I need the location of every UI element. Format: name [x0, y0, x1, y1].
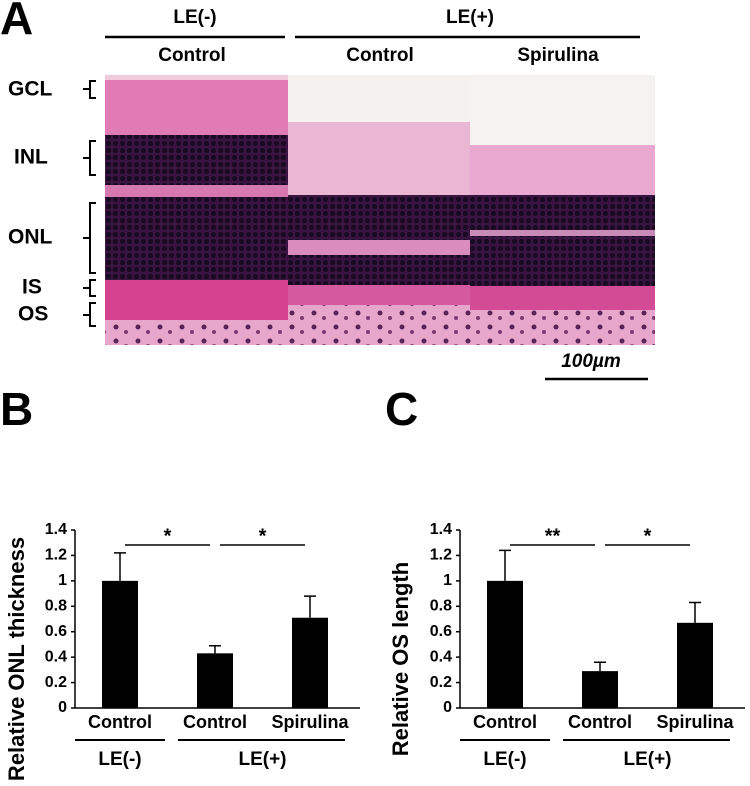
significance-label: *	[259, 525, 267, 547]
y-tick-label: 0.8	[430, 598, 452, 615]
error-bar	[594, 661, 606, 672]
y-tick-label: 1	[58, 572, 67, 589]
x-tick-label: Control	[568, 712, 632, 732]
bar	[197, 653, 233, 708]
layer-label: ONL	[8, 226, 53, 249]
y-tick-label: 0.6	[430, 623, 452, 640]
y-tick-label: 1	[443, 572, 452, 589]
error-bar	[209, 644, 221, 654]
group-label: LE(-)	[483, 749, 526, 770]
y-axis-label: Relative ONL thickness	[4, 537, 29, 781]
error-bar	[499, 549, 511, 581]
y-tick-label: 0.8	[45, 598, 67, 615]
layer-label: GCL	[8, 78, 53, 101]
x-tick-label: Control	[473, 712, 537, 732]
scale-bar-label: 100µm	[561, 351, 621, 372]
group-label: LE(+)	[446, 7, 494, 28]
group-label: LE(+)	[623, 749, 671, 770]
significance-label: *	[164, 525, 172, 547]
column-label: Spirulina	[517, 45, 599, 66]
x-tick-label: Control	[88, 712, 152, 732]
y-tick-label: 0.4	[45, 648, 67, 665]
group-label: LE(+)	[238, 749, 286, 770]
bar	[292, 617, 328, 708]
panel-letter: C	[385, 383, 418, 435]
y-tick-label: 1.2	[430, 547, 452, 564]
layer-brackets	[83, 80, 96, 327]
y-tick-label: 0	[58, 699, 67, 716]
column-label: Control	[158, 45, 226, 66]
bar	[487, 580, 523, 708]
x-tick-label: Spirulina	[271, 712, 349, 732]
y-axis-label: Relative OS length	[388, 562, 413, 756]
significance-label: **	[545, 525, 561, 547]
error-bar	[304, 595, 316, 618]
layer-label: OS	[18, 303, 48, 326]
y-tick-label: 1.4	[45, 521, 67, 538]
layer-label: IS	[22, 276, 42, 299]
group-label: LE(-)	[173, 7, 216, 28]
y-tick-label: 0.2	[45, 674, 67, 691]
y-tick-label: 0.2	[430, 674, 452, 691]
column-label: Control	[346, 45, 414, 66]
y-tick-label: 1.4	[430, 521, 452, 538]
y-tick-label: 0	[443, 699, 452, 716]
histology-image	[105, 75, 655, 345]
y-tick-label: 0.6	[45, 623, 67, 640]
y-tick-label: 0.4	[430, 648, 452, 665]
bar	[582, 671, 618, 708]
panel-letter: A	[0, 0, 33, 44]
x-tick-label: Spirulina	[656, 712, 734, 732]
panel-letter: B	[0, 383, 33, 435]
error-bar	[689, 601, 701, 623]
significance-label: *	[644, 525, 652, 547]
bar	[102, 580, 138, 708]
group-label: LE(-)	[98, 749, 141, 770]
y-tick-label: 1.2	[45, 547, 67, 564]
bar	[677, 622, 713, 708]
layer-label: INL	[14, 146, 48, 169]
x-tick-label: Control	[183, 712, 247, 732]
error-bar	[114, 552, 126, 581]
